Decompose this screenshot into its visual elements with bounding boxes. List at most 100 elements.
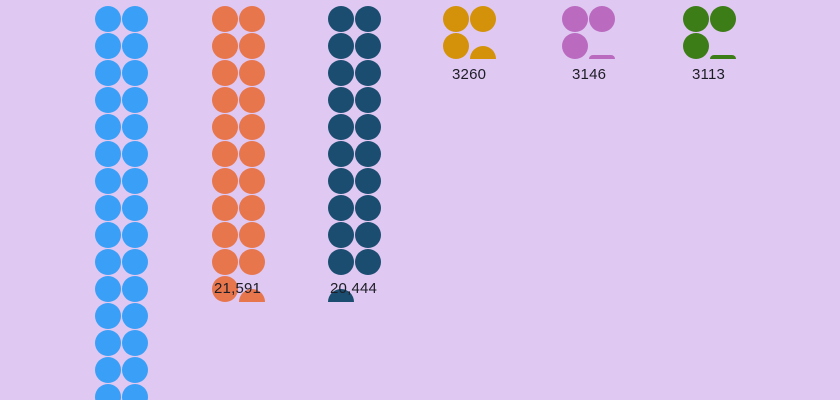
person-icon xyxy=(122,114,148,140)
person-icon xyxy=(122,330,148,356)
person-icon-unit xyxy=(355,6,381,32)
person-icon xyxy=(95,222,121,248)
person-icon xyxy=(328,60,354,86)
person-icon xyxy=(122,195,148,221)
person-icon-unit xyxy=(212,168,238,194)
person-icon-unit xyxy=(355,168,381,194)
person-icon xyxy=(562,33,588,59)
person-icon-partial xyxy=(239,276,265,302)
person-icon-unit xyxy=(239,222,265,248)
person-icon-unit xyxy=(328,249,354,275)
person-icon xyxy=(470,46,496,59)
person-icon-unit xyxy=(212,249,238,275)
amber-column xyxy=(443,6,496,60)
person-icon-partial xyxy=(470,33,496,59)
person-icon xyxy=(239,168,265,194)
person-icon xyxy=(239,249,265,275)
person-icon-unit xyxy=(95,33,121,59)
person-icon xyxy=(710,6,736,32)
person-icon xyxy=(328,289,354,302)
person-icon xyxy=(95,60,121,86)
value-label: 3260 xyxy=(452,66,487,83)
person-icon xyxy=(355,33,381,59)
person-icon xyxy=(683,6,709,32)
person-icon xyxy=(239,195,265,221)
person-icon-unit xyxy=(212,60,238,86)
person-icon xyxy=(683,33,709,59)
person-icon xyxy=(95,195,121,221)
person-icon xyxy=(355,249,381,275)
person-icon-unit xyxy=(95,303,121,329)
icon-stack xyxy=(95,6,148,400)
person-icon xyxy=(239,289,265,302)
person-icon-unit xyxy=(95,114,121,140)
person-icon xyxy=(95,249,121,275)
person-icon-unit xyxy=(95,222,121,248)
person-icon-partial xyxy=(589,33,615,59)
person-icon xyxy=(122,33,148,59)
person-icon-unit xyxy=(95,87,121,113)
person-icon-unit xyxy=(212,87,238,113)
person-icon-unit xyxy=(328,168,354,194)
value-label: 3146 xyxy=(572,66,607,83)
person-icon xyxy=(239,141,265,167)
person-icon-unit xyxy=(212,222,238,248)
person-icon-unit xyxy=(470,6,496,32)
person-icon-unit xyxy=(95,141,121,167)
person-icon-unit xyxy=(328,114,354,140)
person-icon xyxy=(328,195,354,221)
person-icon xyxy=(355,222,381,248)
person-icon-unit xyxy=(683,33,709,59)
person-icon-unit xyxy=(95,384,121,400)
person-icon xyxy=(212,222,238,248)
green-column xyxy=(683,6,736,60)
person-icon xyxy=(95,6,121,32)
person-icon xyxy=(355,6,381,32)
person-icon-unit xyxy=(95,6,121,32)
person-icon xyxy=(239,60,265,86)
person-icon-unit xyxy=(122,33,148,59)
person-icon-unit xyxy=(122,168,148,194)
person-icon xyxy=(355,87,381,113)
person-icon-unit xyxy=(239,168,265,194)
orchid-column xyxy=(562,6,615,60)
person-icon xyxy=(328,222,354,248)
person-icon xyxy=(328,114,354,140)
person-icon-unit xyxy=(122,384,148,400)
person-icon-unit xyxy=(122,357,148,383)
person-icon xyxy=(95,384,121,400)
person-icon xyxy=(122,357,148,383)
person-icon-unit xyxy=(239,87,265,113)
person-icon-unit xyxy=(589,6,615,32)
person-icon xyxy=(95,87,121,113)
person-icon xyxy=(355,114,381,140)
person-icon xyxy=(239,114,265,140)
person-icon-unit xyxy=(328,60,354,86)
person-icon-unit xyxy=(443,6,469,32)
person-icon xyxy=(212,87,238,113)
person-icon xyxy=(239,6,265,32)
person-icon-unit xyxy=(355,222,381,248)
person-icon-unit xyxy=(212,195,238,221)
person-icon xyxy=(328,168,354,194)
person-icon xyxy=(328,249,354,275)
person-icon-unit xyxy=(122,303,148,329)
person-icon-unit xyxy=(212,276,238,302)
person-icon-unit xyxy=(122,195,148,221)
person-icon-unit xyxy=(95,168,121,194)
person-icon-unit xyxy=(122,330,148,356)
person-icon-unit xyxy=(122,222,148,248)
person-icon xyxy=(355,60,381,86)
person-icon xyxy=(95,141,121,167)
person-icon xyxy=(443,33,469,59)
person-icon xyxy=(122,276,148,302)
person-icon-unit xyxy=(122,87,148,113)
person-icon xyxy=(122,141,148,167)
person-icon xyxy=(122,249,148,275)
person-icon-unit xyxy=(122,249,148,275)
orange-column xyxy=(212,6,265,303)
person-icon-unit xyxy=(328,141,354,167)
person-icon-unit xyxy=(239,141,265,167)
person-icon-unit xyxy=(122,276,148,302)
value-label: 20,444 xyxy=(330,280,378,297)
